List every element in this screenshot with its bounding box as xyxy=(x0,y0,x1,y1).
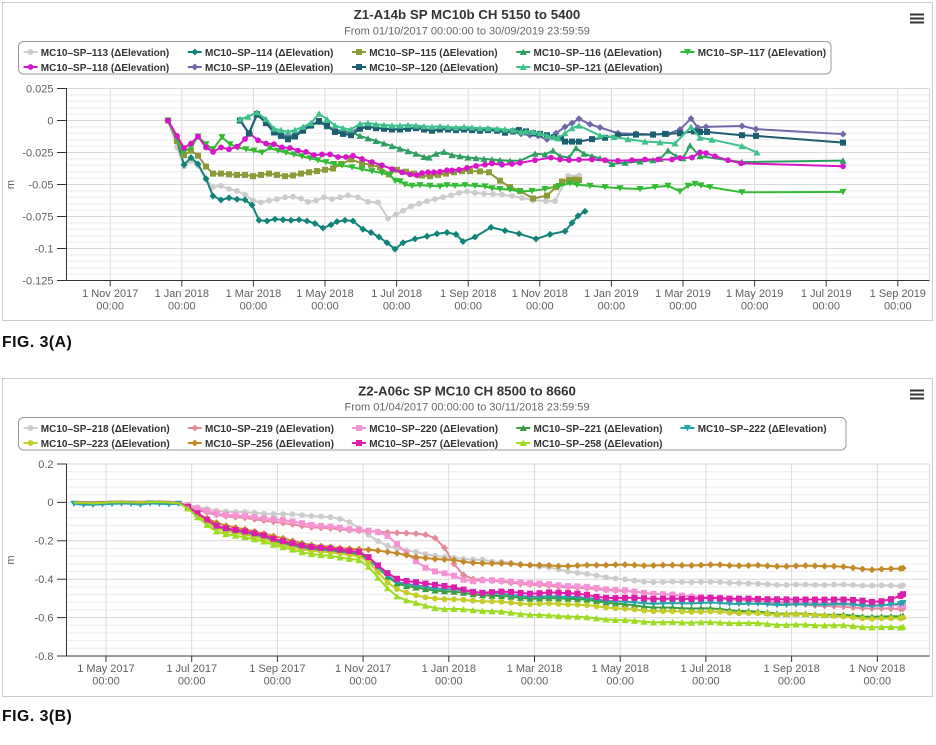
svg-text:00:00: 00:00 xyxy=(311,301,339,313)
svg-text:MC10–SP–222 (ΔElevation): MC10–SP–222 (ΔElevation) xyxy=(698,424,827,435)
svg-text:MC10–SP–219 (ΔElevation): MC10–SP–219 (ΔElevation) xyxy=(205,424,334,435)
svg-text:00:00: 00:00 xyxy=(383,301,411,313)
svg-text:0.025: 0.025 xyxy=(26,83,54,95)
svg-text:00:00: 00:00 xyxy=(454,301,482,313)
svg-text:MC10–SP–121 (ΔElevation): MC10–SP–121 (ΔElevation) xyxy=(534,63,663,74)
svg-text:-0.4: -0.4 xyxy=(35,574,54,586)
svg-text:-0.075: -0.075 xyxy=(22,211,53,223)
svg-text:Z2-A06c SP MC10 CH 8500 to 866: Z2-A06c SP MC10 CH 8500 to 8660 xyxy=(358,384,576,399)
svg-text:1 Nov 2018: 1 Nov 2018 xyxy=(512,288,568,300)
svg-text:MC10–SP–257 (ΔElevation): MC10–SP–257 (ΔElevation) xyxy=(369,439,498,450)
svg-text:00:00: 00:00 xyxy=(669,301,697,313)
svg-text:1 Nov 2018: 1 Nov 2018 xyxy=(849,663,905,675)
svg-text:00:00: 00:00 xyxy=(884,301,912,313)
svg-text:0: 0 xyxy=(47,115,53,127)
svg-text:MC10–SP–119 (ΔElevation): MC10–SP–119 (ΔElevation) xyxy=(205,63,333,74)
svg-text:1 Mar 2018: 1 Mar 2018 xyxy=(226,288,282,300)
svg-text:1 Jan 2018: 1 Jan 2018 xyxy=(155,288,209,300)
svg-text:1 Nov 2017: 1 Nov 2017 xyxy=(335,663,391,675)
svg-text:-0.025: -0.025 xyxy=(22,147,53,159)
svg-text:MC10–SP–256 (ΔElevation): MC10–SP–256 (ΔElevation) xyxy=(205,439,334,450)
svg-text:MC10–SP–258 (ΔElevation): MC10–SP–258 (ΔElevation) xyxy=(534,439,663,450)
svg-text:-0.2: -0.2 xyxy=(35,536,54,548)
svg-text:00:00: 00:00 xyxy=(240,301,268,313)
svg-text:00:00: 00:00 xyxy=(92,676,120,688)
svg-text:1 Mar 2018: 1 Mar 2018 xyxy=(507,663,563,675)
svg-text:00:00: 00:00 xyxy=(606,676,634,688)
svg-text:00:00: 00:00 xyxy=(741,301,769,313)
svg-text:-0.8: -0.8 xyxy=(35,651,54,663)
svg-text:1 May 2019: 1 May 2019 xyxy=(726,288,783,300)
svg-text:MC10–SP–116 (ΔElevation): MC10–SP–116 (ΔElevation) xyxy=(534,48,662,59)
svg-text:1 May 2018: 1 May 2018 xyxy=(296,288,353,300)
svg-text:From 01/04/2017 00:00:00 to 30: From 01/04/2017 00:00:00 to 30/11/2018 2… xyxy=(344,402,589,414)
svg-text:00:00: 00:00 xyxy=(864,676,892,688)
svg-text:From 01/10/2017 00:00:00 to 30: From 01/10/2017 00:00:00 to 30/09/2019 2… xyxy=(344,26,590,38)
svg-text:00:00: 00:00 xyxy=(168,301,196,313)
svg-text:Z1-A14b SP MC10b CH 5150 to 54: Z1-A14b SP MC10b CH 5150 to 5400 xyxy=(354,7,581,22)
svg-text:1 Jul 2017: 1 Jul 2017 xyxy=(166,663,217,675)
svg-text:m: m xyxy=(5,555,17,564)
svg-text:m: m xyxy=(5,180,17,189)
svg-text:1 Jul 2018: 1 Jul 2018 xyxy=(371,288,422,300)
svg-text:MC10–SP–117 (ΔElevation): MC10–SP–117 (ΔElevation) xyxy=(698,48,826,59)
svg-text:1 Jul 2018: 1 Jul 2018 xyxy=(681,663,732,675)
svg-text:-0.6: -0.6 xyxy=(35,612,54,624)
svg-text:00:00: 00:00 xyxy=(778,676,806,688)
svg-text:00:00: 00:00 xyxy=(521,676,549,688)
svg-text:00:00: 00:00 xyxy=(96,301,124,313)
svg-text:00:00: 00:00 xyxy=(526,301,554,313)
svg-text:1 Jan 2018: 1 Jan 2018 xyxy=(422,663,476,675)
svg-text:00:00: 00:00 xyxy=(435,676,463,688)
svg-text:-0.05: -0.05 xyxy=(28,179,53,191)
svg-text:0.2: 0.2 xyxy=(38,459,53,471)
svg-text:1 Jul 2019: 1 Jul 2019 xyxy=(801,288,852,300)
svg-text:1 May 2018: 1 May 2018 xyxy=(591,663,648,675)
svg-text:00:00: 00:00 xyxy=(692,676,720,688)
svg-text:1 Sep 2019: 1 Sep 2019 xyxy=(870,288,926,300)
svg-text:1 May 2017: 1 May 2017 xyxy=(77,663,134,675)
svg-text:-0.1: -0.1 xyxy=(35,243,54,255)
svg-text:MC10–SP–221 (ΔElevation): MC10–SP–221 (ΔElevation) xyxy=(534,424,663,435)
svg-text:MC10–SP–218 (ΔElevation): MC10–SP–218 (ΔElevation) xyxy=(41,424,170,435)
svg-text:00:00: 00:00 xyxy=(178,676,206,688)
svg-text:MC10–SP–115 (ΔElevation): MC10–SP–115 (ΔElevation) xyxy=(369,48,497,59)
svg-text:0: 0 xyxy=(47,497,53,509)
svg-text:MC10–SP–118 (ΔElevation): MC10–SP–118 (ΔElevation) xyxy=(41,63,169,74)
svg-text:MC10–SP–114 (ΔElevation): MC10–SP–114 (ΔElevation) xyxy=(205,48,333,59)
svg-text:00:00: 00:00 xyxy=(598,301,626,313)
svg-text:1 Nov 2017: 1 Nov 2017 xyxy=(82,288,138,300)
svg-text:1 Sep 2017: 1 Sep 2017 xyxy=(249,663,305,675)
svg-text:00:00: 00:00 xyxy=(812,301,840,313)
svg-text:00:00: 00:00 xyxy=(264,676,292,688)
svg-text:MC10–SP–223 (ΔElevation): MC10–SP–223 (ΔElevation) xyxy=(41,439,170,450)
svg-text:-0.125: -0.125 xyxy=(22,275,53,287)
svg-text:MC10–SP–113 (ΔElevation): MC10–SP–113 (ΔElevation) xyxy=(41,48,169,59)
svg-text:00:00: 00:00 xyxy=(349,676,377,688)
svg-text:1 Jan 2019: 1 Jan 2019 xyxy=(584,288,638,300)
svg-text:1 Sep 2018: 1 Sep 2018 xyxy=(440,288,496,300)
svg-text:1 Mar 2019: 1 Mar 2019 xyxy=(655,288,711,300)
svg-text:MC10–SP–220 (ΔElevation): MC10–SP–220 (ΔElevation) xyxy=(369,424,498,435)
svg-text:MC10–SP–120 (ΔElevation): MC10–SP–120 (ΔElevation) xyxy=(369,63,498,74)
svg-text:1 Sep 2018: 1 Sep 2018 xyxy=(763,663,819,675)
